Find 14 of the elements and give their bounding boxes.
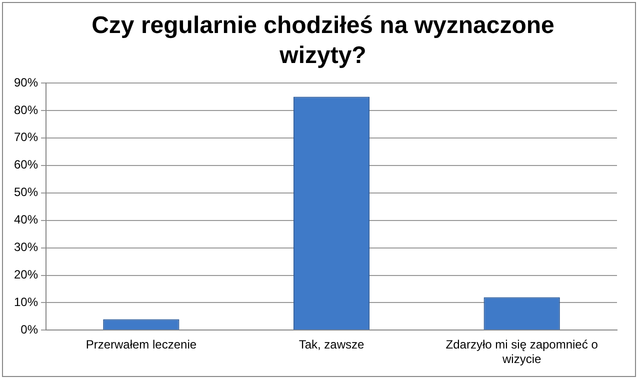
y-tick-label: 90% [14,75,38,90]
y-tick-label: 60% [14,158,38,172]
y-tick-label: 40% [14,212,38,227]
y-tick-label: 20% [14,268,38,282]
x-tick-label: Zdarzyło mi się zapomnieć o wizycie [446,338,598,366]
y-tick-label: 30% [14,240,38,254]
chart-title: Czy regularnie chodziłeś na wyznaczone wizyty? [90,11,556,71]
y-tick-label: 50% [14,185,38,200]
x-tick-label: Tak, zawsze [298,338,365,352]
y-tick-label: 10% [14,295,38,310]
y-tick-label: 80% [14,102,38,117]
y-tick-label: 70% [14,130,38,144]
y-tick-label: 0% [20,322,38,337]
x-tick-label: Przerwałem leczenie [86,338,197,352]
